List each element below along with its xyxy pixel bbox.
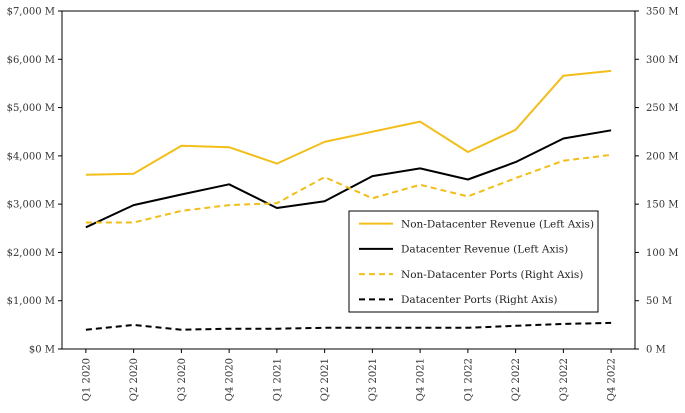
series-2-point: [561, 136, 565, 140]
x-tick-label: Q2 2022: [511, 358, 522, 401]
series-1-point: [466, 150, 470, 154]
x-tick-label: Q1 2022: [463, 358, 474, 401]
series-4-point: [561, 322, 565, 326]
x-tick-label: Q2 2021: [320, 358, 331, 401]
y-right-tick-label: 100 M: [646, 248, 679, 259]
y-right-tick-label: 200 M: [646, 151, 679, 162]
series-3-point: [561, 159, 565, 163]
series-1-point: [323, 140, 327, 144]
series-3-point: [179, 209, 183, 213]
y-right-tick-label: 350 M: [646, 7, 679, 18]
series-4-point: [84, 328, 88, 332]
series-1-point: [179, 144, 183, 148]
legend-label: Datacenter Revenue (Left Axis): [401, 244, 568, 256]
x-tick-label: Q4 2022: [607, 358, 618, 401]
series-2-point: [275, 206, 279, 210]
y-left-tick-label: $6,000 M: [7, 55, 55, 66]
series-2-point: [370, 174, 374, 178]
series-4-point: [323, 326, 327, 330]
series-4-point: [179, 328, 183, 332]
y-right-tick-label: 250 M: [646, 103, 679, 114]
y-left-tick-label: $1,000 M: [7, 296, 55, 307]
y-left-tick-label: $7,000 M: [7, 7, 55, 18]
series-2-point: [466, 178, 470, 182]
x-tick-label: Q3 2021: [368, 358, 379, 401]
series-4-point: [370, 326, 374, 330]
series-4-point: [227, 327, 231, 331]
axes-layer: $0 M $1,000 M $2,000 M $3,000 M $4,000 M $5,0…: [7, 7, 679, 402]
series-2-point: [179, 192, 183, 196]
series-1-point: [370, 130, 374, 134]
legend-label: Non-Datacenter Ports (Right Axis): [401, 269, 583, 281]
legend-label: Datacenter Ports (Right Axis): [401, 294, 557, 306]
y-right-tick-label: 300 M: [646, 55, 679, 66]
x-tick-label: Q3 2020: [177, 358, 188, 401]
series-4-point: [609, 321, 613, 325]
series-2-point: [514, 160, 518, 164]
y-right-tick-label: 0 M: [646, 345, 666, 356]
series-2-point: [132, 203, 136, 207]
legend: Non-Datacenter Revenue (Left Axis) Datace…: [348, 210, 599, 313]
series-1-point: [275, 162, 279, 166]
x-tick-label: Q4 2020: [225, 358, 236, 401]
series-line-1: [85, 69, 612, 176]
series-3-point: [323, 175, 327, 179]
y-left-tick-label: $5,000 M: [7, 103, 55, 114]
series-3-point: [227, 203, 231, 207]
series-2-point: [84, 225, 88, 229]
series-3-point: [275, 201, 279, 205]
series-2-point: [323, 199, 327, 203]
y-left-tick-label: $2,000 M: [7, 248, 55, 259]
legend-label: Non-Datacenter Revenue (Left Axis): [401, 218, 594, 230]
series-4-point: [466, 326, 470, 330]
series-1-point: [561, 74, 565, 78]
series-line-3: [85, 153, 612, 224]
x-tick-label: Q3 2022: [559, 358, 570, 401]
y-left-tick-label: $0 M: [29, 345, 55, 356]
series-1-point: [227, 145, 231, 149]
series-2-point: [227, 182, 231, 186]
series-1-point: [132, 172, 136, 176]
x-tick-label: Q4 2021: [416, 358, 427, 401]
series-4-point: [514, 324, 518, 328]
x-tick-label: Q1 2020: [81, 358, 92, 401]
x-tick-label: Q2 2020: [129, 358, 140, 401]
legend-box: [348, 210, 599, 313]
series-3-point: [84, 220, 88, 224]
series-1-point: [84, 173, 88, 177]
series-3-point: [466, 194, 470, 198]
x-tick-label: Q1 2021: [272, 358, 283, 401]
y-left-tick-label: $4,000 M: [7, 151, 55, 162]
series-1-point: [418, 120, 422, 124]
y-left-tick-label: $3,000 M: [7, 200, 55, 211]
series-line-4: [85, 321, 612, 331]
series-2-point: [609, 128, 613, 132]
series-3-point: [132, 220, 136, 224]
series-1-point: [609, 69, 613, 73]
series-3-point: [514, 176, 518, 180]
series-4-point: [418, 326, 422, 330]
series-layer: [84, 69, 613, 332]
y-right-tick-label: 50 M: [646, 296, 672, 307]
plot-area-border: [61, 10, 636, 350]
series-3-point: [609, 153, 613, 157]
series-1-point: [514, 128, 518, 132]
y-right-tick-label: 150 M: [646, 200, 679, 211]
series-4-point: [275, 327, 279, 331]
series-3-point: [370, 196, 374, 200]
series-3-point: [418, 183, 422, 187]
series-2-point: [418, 166, 422, 170]
series-4-point: [132, 323, 136, 327]
